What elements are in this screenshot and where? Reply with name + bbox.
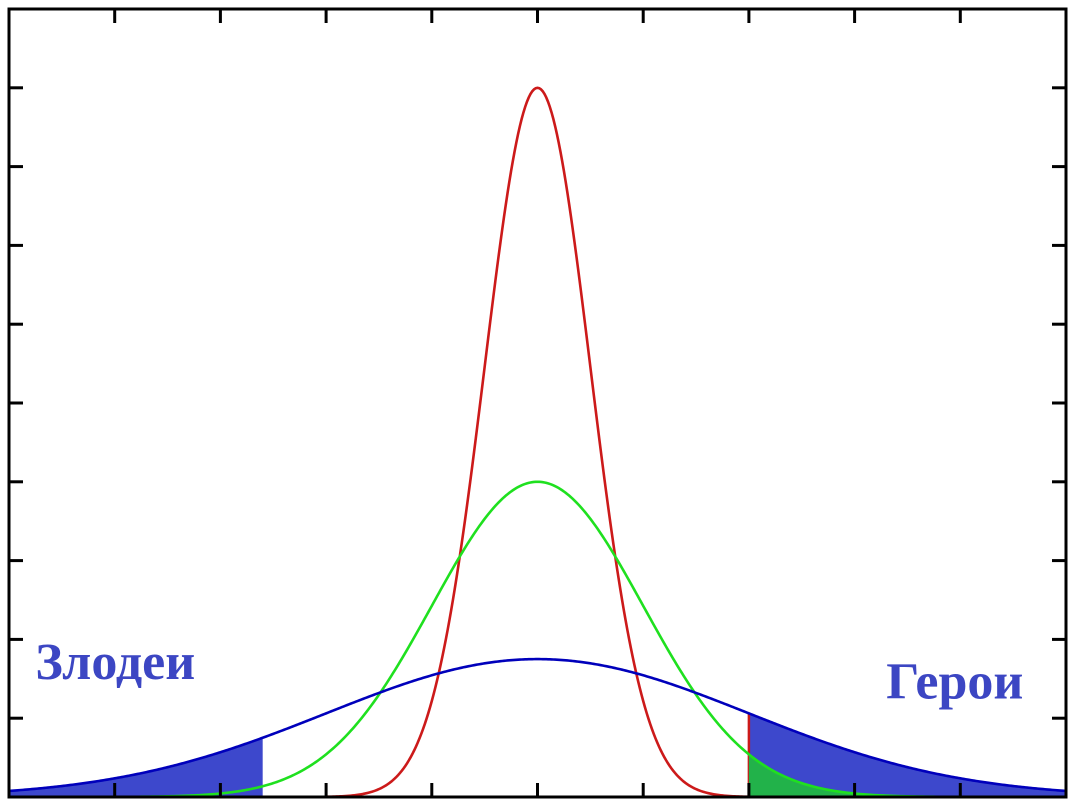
axis-ticks (9, 9, 1066, 797)
shaded-region-0 (9, 737, 263, 797)
annotations: Злодеи Герои (35, 634, 1023, 711)
shaded-region-2 (748, 754, 1066, 797)
annotation-label-0: Злодеи (35, 634, 195, 691)
series-line-2 (8, 657, 1067, 793)
annotation-label-1: Герои (886, 654, 1023, 711)
shaded-region-1 (748, 713, 1066, 797)
